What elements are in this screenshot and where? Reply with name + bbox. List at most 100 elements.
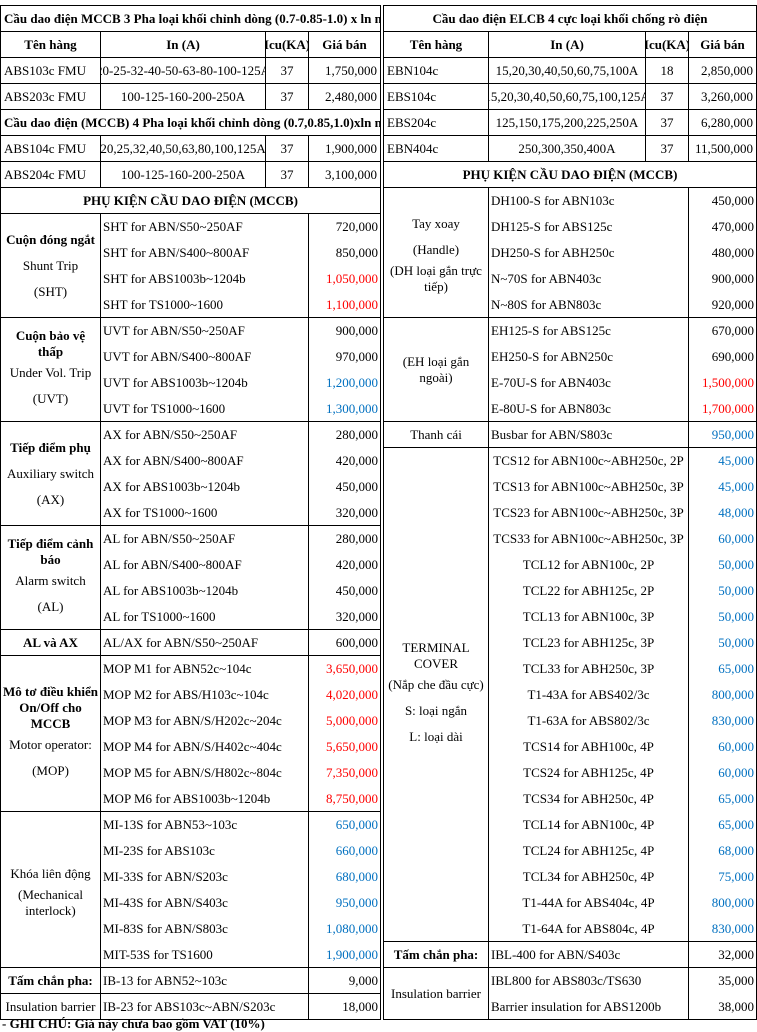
accessory-price: 600,000: [335, 634, 378, 650]
accessory-name: UVT for ABN/S50~250AF: [103, 322, 245, 338]
breaking-capacity: 37: [645, 109, 689, 136]
accessory-name: SHT for ABN/S400~800AF: [103, 244, 250, 260]
column-header: Tên hàng: [383, 31, 489, 58]
breaking-capacity: 37: [645, 135, 689, 162]
group-line: Khóa liên động: [10, 865, 91, 881]
accessory-name: TCS34 for ABH250c, 4P: [523, 790, 654, 806]
accessory-price: 420,000: [335, 556, 378, 572]
accessory-name: IB-23 for ABS103c~ABN/S203c: [103, 998, 276, 1014]
accessory-name: MOP M2 for ABS/H103c~104c: [103, 686, 269, 702]
column-header: In (A): [488, 31, 646, 58]
group-label: (EH loại gắn ngoài): [383, 317, 489, 422]
accessory-price: 50,000: [718, 634, 754, 650]
accessory-name: TCL12 for ABN100c, 2P: [522, 556, 655, 572]
breaking-capacity: 37: [265, 135, 309, 162]
group-label: AL và AX: [0, 629, 101, 656]
price: 3,100,000: [308, 161, 381, 188]
accessory-price: 32,000: [718, 946, 754, 962]
product-name: ABS104c FMU: [0, 135, 101, 162]
accessory-name: EH250-S for ABN250c: [491, 348, 614, 364]
accessory-name: IBL-400 for ABN/S403c: [491, 946, 621, 962]
accessory-price: 1,200,000: [326, 374, 378, 390]
group-heading: Tiếp điểm phụ: [10, 439, 91, 455]
column-header: In (A): [100, 31, 266, 58]
current-range: 20-25-32-40-50-63-80-100-125A: [100, 57, 266, 84]
accessory-price: 830,000: [711, 920, 754, 936]
group-line: Shunt Trip: [22, 257, 79, 273]
accessory-name: AL for ABS1003b~1204b: [103, 582, 239, 598]
accessory-name: IB-13 for ABN52~103c: [103, 972, 228, 988]
accessory-price: 5,000,000: [326, 712, 378, 728]
accessory-name: T1-44A for ABS404c, 4P: [522, 894, 655, 910]
group-line: (EH loại gắn ngoài): [402, 353, 470, 385]
accessory-price: 1,500,000: [702, 374, 754, 390]
product-name: EBN404c: [383, 135, 489, 162]
accessory-name: UVT for TS1000~1600: [103, 400, 226, 416]
accessory-price: 720,000: [335, 218, 378, 234]
price: 6,280,000: [688, 109, 757, 136]
accessory-name: TCL34 for ABH250c, 4P: [522, 868, 655, 884]
group-label: Tấm chắn pha:: [0, 967, 101, 994]
product-name: EBS204c: [383, 109, 489, 136]
accessory-name: MOP M6 for ABS1003b~1204b: [103, 790, 271, 806]
accessory-name: TCS13 for ABN100c~ABH250c, 3P: [493, 478, 684, 494]
accessory-price: 450,000: [711, 192, 754, 208]
accessory-price: 660,000: [335, 842, 378, 858]
accessory-name: Busbar for ABN/S803c: [491, 426, 613, 442]
table-title: Cầu dao điện ELCB 4 cực loại khối chống …: [383, 5, 757, 32]
accessory-name: Barrier insulation for ABS1200b: [491, 998, 662, 1014]
current-range: 15,20,30,40,50,60,75,100A: [488, 57, 646, 84]
section-title: PHỤ KIỆN CẦU DAO ĐIỆN (MCCB): [0, 187, 381, 214]
accessory-price: 60,000: [718, 738, 754, 754]
group-heading: Tiếp điểm cảnh báo: [7, 535, 94, 567]
accessory-name: MI-13S for ABN53~103c: [103, 816, 238, 832]
group-line: Auxiliary switch: [6, 465, 94, 481]
price: 2,480,000: [308, 83, 381, 110]
accessory-price: 470,000: [711, 218, 754, 234]
current-range: 100-125-160-200-250A: [100, 161, 266, 188]
accessory-name: AL for TS1000~1600: [103, 608, 216, 624]
group-line: L: loại dài: [409, 728, 463, 744]
section-title: PHỤ KIỆN CẦU DAO ĐIỆN (MCCB): [383, 161, 757, 188]
column-header: Giá bán: [308, 31, 381, 58]
breaking-capacity: 37: [645, 83, 689, 110]
accessory-name: T1-43A for ABS402/3c: [527, 686, 650, 702]
group-line: Under Vol. Trip: [9, 364, 92, 380]
accessory-price: 970,000: [335, 348, 378, 364]
price: 2,850,000: [688, 57, 757, 84]
current-range: 15,20,30,40,50,60,75,100,125A: [488, 83, 646, 110]
accessory-name: TCS14 for ABH100c, 4P: [523, 738, 654, 754]
accessory-price: 1,300,000: [326, 400, 378, 416]
accessory-price: 60,000: [718, 530, 754, 546]
accessory-name: TCS23 for ABN100c~ABH250c, 3P: [493, 504, 684, 520]
product-name: ABS204c FMU: [0, 161, 101, 188]
product-name: ABS203c FMU: [0, 83, 101, 110]
accessory-price: 68,000: [718, 842, 754, 858]
group-label: Cuộn đóng ngắt Shunt Trip (SHT): [0, 213, 101, 318]
group-line: Alarm switch: [15, 572, 86, 588]
accessory-price: 280,000: [335, 426, 378, 442]
accessory-name: MI-23S for ABS103c: [103, 842, 215, 858]
product-name: EBN104c: [383, 57, 489, 84]
accessory-name: MI-83S for ABN/S803c: [103, 920, 228, 936]
accessory-price: 280,000: [335, 530, 378, 546]
accessory-price: 7,350,000: [326, 764, 378, 780]
group-label: Tay xoay (Handle) (DH loại gắn trực tiếp): [383, 187, 489, 318]
accessory-name: SHT for ABS1003b~1204b: [103, 270, 246, 286]
group-line: (DH loại gắn trực tiếp): [390, 262, 482, 294]
accessory-price: 1,080,000: [326, 920, 378, 936]
accessory-name: IBL800 for ABS803c/TS630: [491, 972, 642, 988]
column-header: Giá bán: [688, 31, 757, 58]
accessory-name: MOP M1 for ABN52c~104c: [103, 660, 252, 676]
accessory-name: DH250-S for ABH250c: [491, 244, 615, 260]
accessory-price: 1,900,000: [326, 946, 378, 962]
group-heading: Cuộn đóng ngắt: [6, 231, 95, 247]
price-column: [308, 993, 381, 1020]
accessory-price: 50,000: [718, 582, 754, 598]
group-label: Khóa liên động (Mechanical interlock): [0, 811, 101, 968]
group-label: TERMINAL COVER (Nắp che đầu cực) S: loại n…: [383, 447, 489, 942]
group-line: (SHT): [33, 283, 68, 299]
group-heading: Cuộn bảo vệ thấp: [15, 327, 86, 359]
accessory-name: SHT for TS1000~1600: [103, 296, 223, 312]
accessory-name: UVT for ABS1003b~1204b: [103, 374, 248, 390]
